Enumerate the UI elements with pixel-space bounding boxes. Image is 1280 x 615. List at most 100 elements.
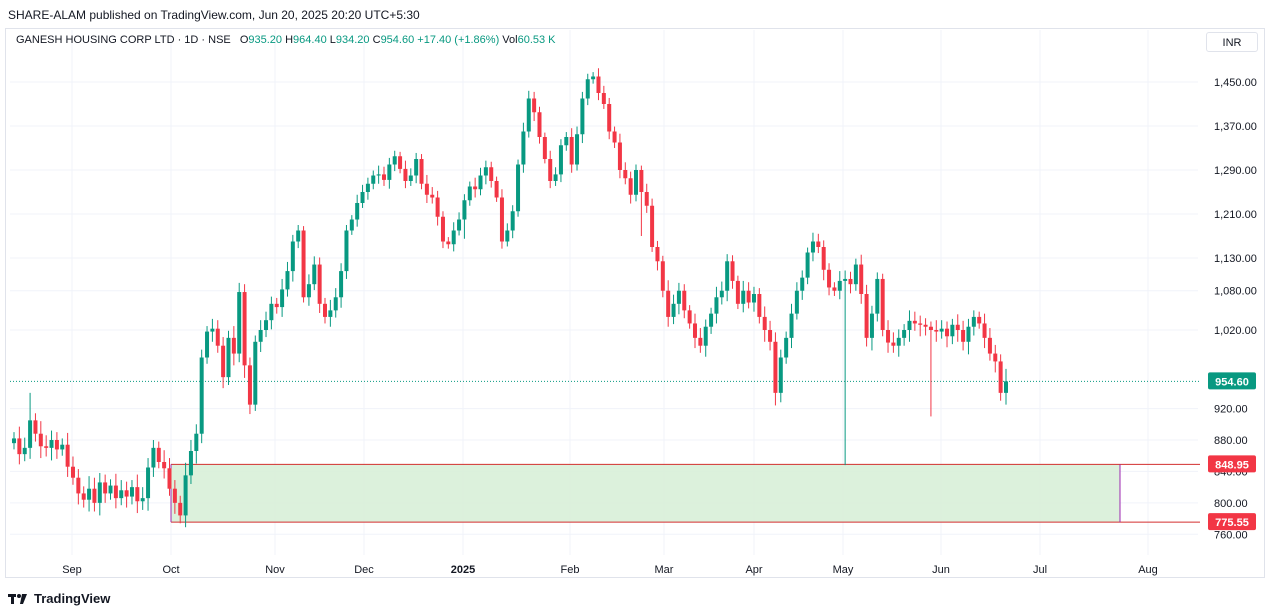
high-value: 964.40 — [293, 34, 327, 46]
x-tick-label: Nov — [265, 564, 285, 576]
candle-body — [773, 341, 778, 393]
open-label: O — [239, 34, 249, 46]
candle-body — [156, 447, 161, 462]
x-tick-label: 2025 — [451, 564, 475, 576]
candle-body — [671, 303, 676, 317]
candle-body — [912, 320, 917, 324]
y-tick-label: 800.00 — [1214, 498, 1248, 510]
candle-body — [440, 216, 445, 242]
high-label: H — [285, 34, 294, 46]
candle-body — [376, 174, 381, 176]
x-tick-label: Dec — [354, 564, 374, 576]
candle-body — [623, 170, 628, 179]
low-value: 934.20 — [335, 34, 370, 46]
candle-body — [317, 264, 322, 304]
candle-body — [923, 324, 928, 327]
tradingview-brand[interactable]: TradingView — [8, 591, 110, 606]
symbol-name[interactable]: GANESH HOUSING CORP LTD · 1D · NSE — [16, 34, 231, 46]
candle-body — [655, 247, 660, 262]
x-tick-label: Feb — [561, 564, 580, 576]
zone-bottom-badge-bg — [1208, 513, 1256, 531]
candle-body — [548, 159, 553, 181]
candle-body — [151, 447, 156, 468]
candle-body — [280, 289, 285, 308]
candle-body — [221, 345, 226, 378]
chart-pane[interactable] — [5, 28, 1265, 578]
candle-body — [467, 186, 472, 201]
candle-body — [945, 328, 950, 337]
candle-body — [419, 159, 424, 184]
candle-body — [199, 357, 204, 434]
volume-value: 60.53 K — [517, 34, 556, 46]
candle-body — [542, 137, 547, 159]
candle-body — [666, 290, 671, 317]
candle-body — [971, 316, 976, 327]
candle-body — [290, 241, 295, 272]
candle-body — [639, 170, 644, 192]
x-tick-label: Apr — [745, 564, 762, 576]
candle-body — [853, 264, 858, 285]
candle-body — [810, 241, 815, 253]
candle-body — [301, 230, 306, 298]
zone-bottom-badge: 775.55 — [1215, 517, 1249, 529]
y-tick-label: 1,130.00 — [1214, 253, 1257, 265]
candle-body — [682, 290, 687, 311]
candle-body — [119, 490, 124, 499]
x-tick-label: Jul — [1033, 564, 1047, 576]
candle-body — [162, 461, 167, 469]
candle-body — [355, 203, 360, 220]
currency-button[interactable]: INR — [1206, 32, 1258, 52]
candle-body — [596, 76, 601, 93]
candle-body — [762, 316, 767, 330]
candle-body — [601, 93, 606, 104]
candle-body — [751, 294, 756, 303]
candle-body — [242, 292, 247, 366]
candle-body — [977, 316, 982, 324]
candle-body — [961, 330, 966, 342]
brand-label: TradingView — [34, 591, 111, 606]
low-label: L — [329, 34, 336, 46]
y-tick-label: 1,450.00 — [1214, 77, 1257, 89]
candle-body — [339, 271, 344, 298]
candle-body — [237, 292, 242, 354]
candle-body — [821, 247, 826, 270]
candle-body — [446, 241, 451, 245]
candle-body — [306, 284, 311, 298]
candle-body — [54, 439, 59, 450]
candle-body — [494, 181, 499, 198]
symbol-legend: GANESH HOUSING CORP LTD · 1D · NSE O935.… — [16, 34, 556, 46]
y-tick-label: 1,080.00 — [1214, 286, 1257, 298]
candle-body — [848, 278, 853, 285]
candle-body — [81, 493, 86, 500]
candle-body — [344, 230, 349, 272]
candle-body — [768, 330, 773, 342]
candle-body — [859, 264, 864, 295]
candle-body — [371, 175, 376, 184]
zone-top-badge-bg — [1208, 455, 1256, 473]
candle-body — [28, 420, 33, 448]
candle-body — [285, 271, 290, 290]
last-price-badge: 954.60 — [1215, 376, 1249, 388]
candle-body — [124, 490, 129, 497]
candle-body — [392, 156, 397, 165]
candle-body — [489, 167, 494, 181]
candle-body — [312, 264, 317, 285]
y-tick-label: 1,210.00 — [1214, 209, 1257, 221]
candle-body — [103, 482, 108, 494]
candle-body — [800, 277, 805, 291]
candle-body — [703, 326, 708, 346]
candle-body — [526, 98, 531, 132]
candle-body — [789, 313, 794, 338]
candle-body — [435, 197, 440, 217]
candle-body — [617, 142, 622, 170]
candle-body — [167, 468, 172, 489]
candle-body — [510, 211, 515, 231]
candle-body — [398, 156, 403, 169]
candle-body — [591, 76, 596, 80]
candle-body — [194, 433, 199, 451]
candle-body — [333, 297, 338, 311]
candle-body — [907, 320, 912, 330]
candle-body — [564, 137, 569, 146]
candle-body — [869, 313, 874, 338]
